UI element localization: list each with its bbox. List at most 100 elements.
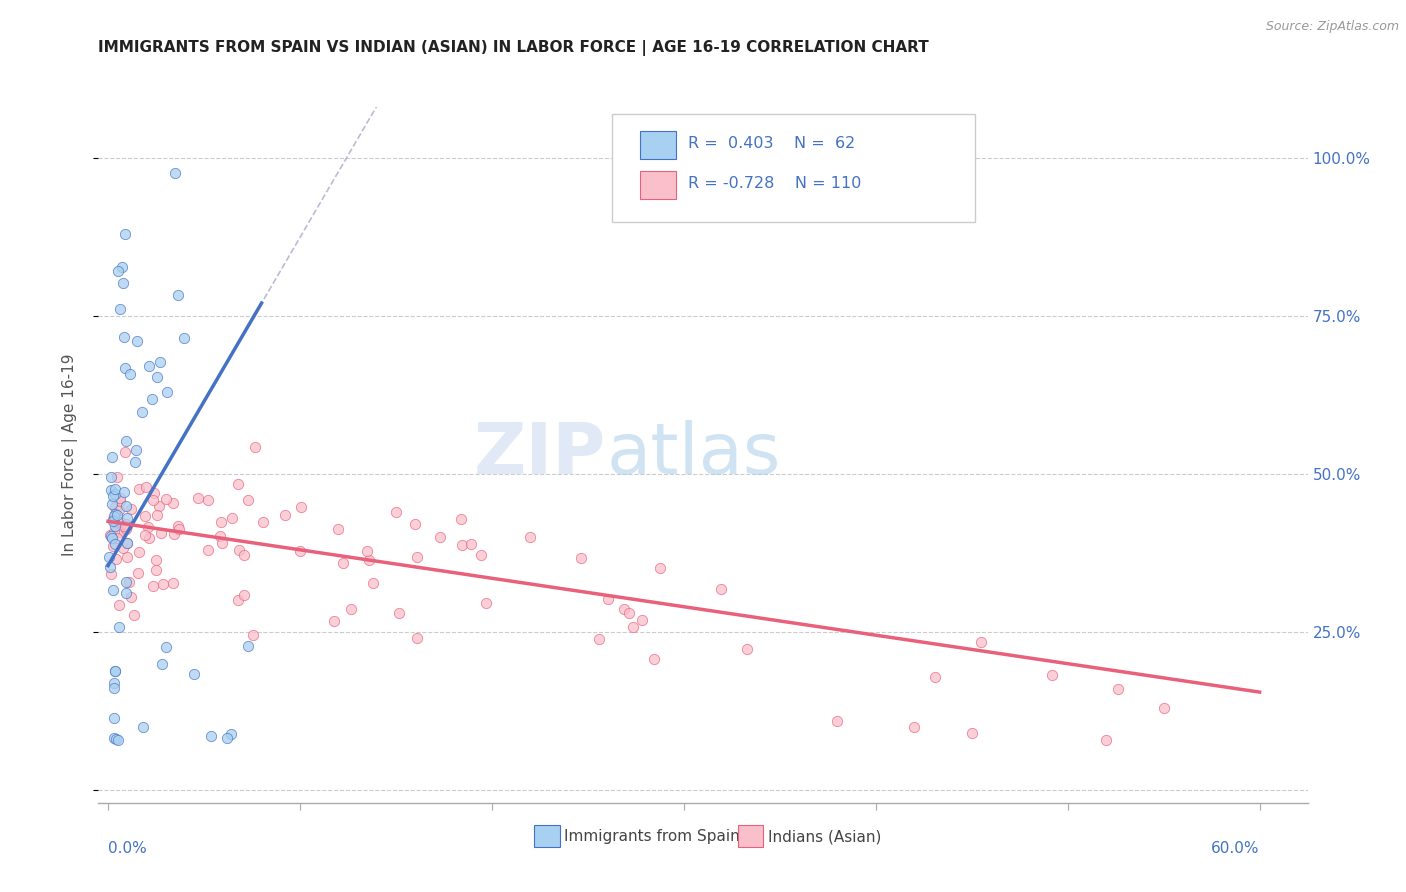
Point bbox=[100, 567, 122, 582]
Point bbox=[104, 483, 127, 497]
Point bbox=[519, 530, 541, 544]
Point bbox=[98, 528, 121, 542]
Point bbox=[827, 714, 849, 728]
Point bbox=[108, 302, 131, 317]
Point bbox=[127, 566, 149, 580]
Point bbox=[107, 508, 129, 522]
Point bbox=[197, 543, 219, 558]
Point bbox=[101, 582, 124, 597]
Point bbox=[450, 512, 472, 526]
Point bbox=[290, 544, 312, 558]
Point bbox=[143, 486, 166, 500]
Point bbox=[460, 537, 482, 551]
Point bbox=[115, 519, 138, 533]
Point bbox=[108, 524, 131, 539]
Point bbox=[101, 531, 124, 545]
Point bbox=[173, 331, 195, 345]
Point bbox=[100, 470, 122, 484]
Point bbox=[103, 676, 125, 690]
Point bbox=[209, 516, 232, 530]
Point bbox=[215, 731, 238, 746]
Point bbox=[114, 499, 136, 513]
Point bbox=[138, 531, 160, 545]
Point bbox=[643, 652, 665, 666]
Point bbox=[114, 445, 136, 459]
Point bbox=[735, 641, 758, 656]
Point bbox=[274, 508, 297, 523]
Point bbox=[108, 503, 131, 517]
Point bbox=[114, 522, 136, 536]
Text: 0.0%: 0.0% bbox=[108, 841, 146, 856]
Point bbox=[1040, 667, 1063, 681]
Point bbox=[200, 729, 222, 743]
Point bbox=[101, 489, 124, 503]
Point bbox=[142, 579, 165, 593]
Point bbox=[111, 541, 134, 555]
Point bbox=[385, 505, 408, 519]
Point bbox=[125, 334, 148, 348]
Point bbox=[451, 538, 474, 552]
Point bbox=[1153, 701, 1175, 715]
Text: ZIP: ZIP bbox=[474, 420, 606, 490]
Text: IMMIGRANTS FROM SPAIN VS INDIAN (ASIAN) IN LABOR FORCE | AGE 16-19 CORRELATION C: IMMIGRANTS FROM SPAIN VS INDIAN (ASIAN) … bbox=[98, 40, 929, 56]
Point bbox=[100, 483, 122, 497]
Point bbox=[134, 527, 156, 541]
Point bbox=[101, 450, 124, 464]
Point bbox=[236, 493, 259, 508]
Point bbox=[596, 592, 619, 607]
Point bbox=[136, 519, 159, 533]
Point bbox=[142, 492, 165, 507]
Point bbox=[104, 500, 127, 514]
Point bbox=[162, 576, 184, 591]
Y-axis label: In Labor Force | Age 16-19: In Labor Force | Age 16-19 bbox=[62, 353, 77, 557]
Point bbox=[228, 543, 250, 558]
Text: R = -0.728    N = 110: R = -0.728 N = 110 bbox=[689, 176, 862, 191]
Point bbox=[134, 509, 156, 524]
Point bbox=[242, 628, 264, 642]
Text: atlas: atlas bbox=[606, 420, 780, 490]
Point bbox=[115, 586, 138, 600]
Point bbox=[98, 549, 121, 564]
Point bbox=[101, 497, 124, 511]
Point bbox=[211, 536, 233, 550]
Point bbox=[650, 561, 672, 575]
Point bbox=[124, 455, 146, 469]
Point bbox=[112, 330, 135, 344]
Point bbox=[115, 536, 138, 550]
Point bbox=[120, 590, 142, 604]
Point bbox=[613, 601, 636, 615]
Point bbox=[617, 606, 640, 620]
Point bbox=[100, 559, 122, 574]
Point bbox=[323, 614, 346, 628]
Point bbox=[332, 556, 354, 570]
Point bbox=[138, 359, 160, 373]
Point bbox=[104, 664, 127, 678]
Point bbox=[115, 536, 138, 550]
Point bbox=[146, 508, 169, 522]
Point bbox=[429, 530, 451, 544]
Point bbox=[569, 550, 592, 565]
FancyBboxPatch shape bbox=[640, 131, 676, 159]
Point bbox=[114, 227, 136, 241]
Point bbox=[226, 477, 249, 491]
Point bbox=[356, 544, 378, 558]
Point bbox=[108, 598, 131, 612]
Point bbox=[167, 519, 190, 533]
Point bbox=[219, 727, 242, 741]
Point bbox=[232, 548, 254, 562]
Point bbox=[630, 613, 652, 627]
Point bbox=[114, 361, 136, 376]
Point bbox=[152, 577, 174, 591]
Point bbox=[104, 519, 127, 533]
Point bbox=[187, 491, 209, 505]
Point bbox=[104, 507, 127, 521]
Point bbox=[363, 576, 385, 591]
Point bbox=[101, 540, 124, 554]
Point bbox=[117, 511, 139, 525]
Point bbox=[238, 639, 260, 653]
Point bbox=[131, 720, 153, 734]
Point bbox=[104, 664, 127, 678]
Point bbox=[155, 492, 177, 507]
Point bbox=[104, 487, 127, 501]
Point bbox=[290, 500, 312, 514]
